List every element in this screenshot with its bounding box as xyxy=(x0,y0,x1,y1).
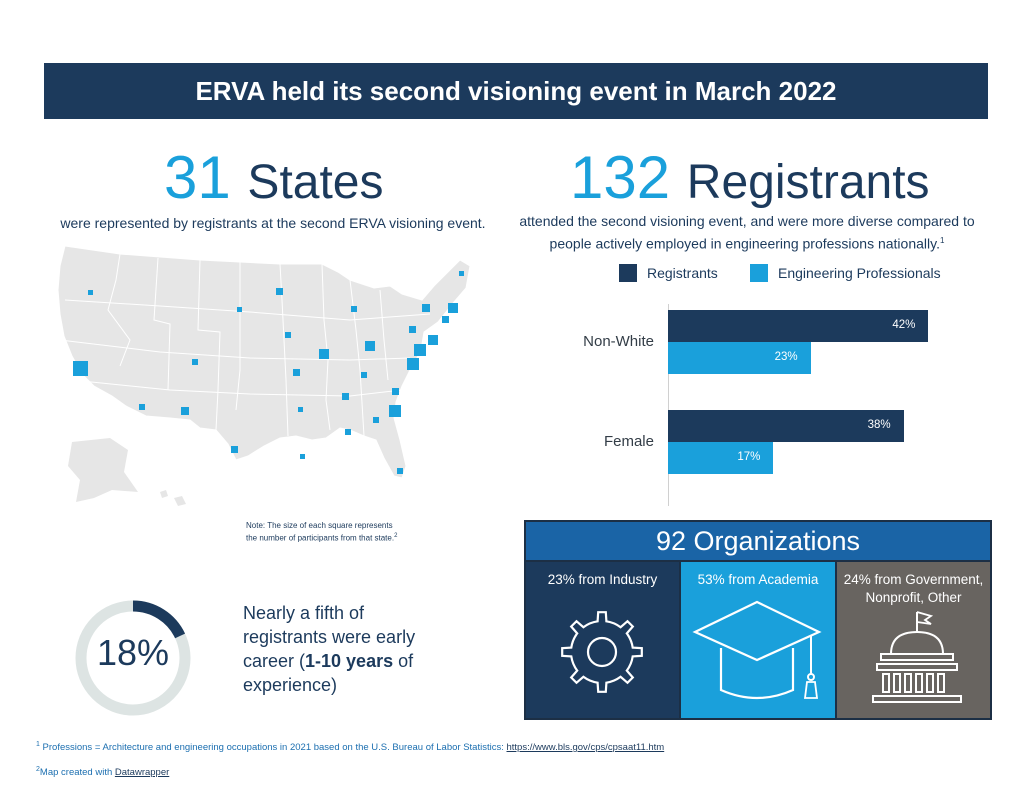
footnote-2: 2Map created with Datawrapper xyxy=(36,766,169,778)
state-marker xyxy=(407,358,419,370)
chart-axis-line xyxy=(668,304,669,506)
state-marker xyxy=(236,306,242,312)
state-marker xyxy=(373,417,379,423)
state-marker xyxy=(275,287,283,295)
capitol-building-icon xyxy=(872,611,962,703)
registrants-word: Registrants xyxy=(686,156,930,209)
legend-registrants: Registrants xyxy=(619,264,718,282)
gear-icon xyxy=(561,611,643,693)
state-marker xyxy=(230,445,238,453)
registrants-caption: attended the second visioning event, and… xyxy=(508,212,986,254)
bar-value-label: 38% xyxy=(867,419,891,431)
bar-registrants xyxy=(668,410,904,442)
org-industry: 23% from Industry xyxy=(526,562,681,718)
graduation-cap-icon xyxy=(692,600,822,700)
early-career-text: Nearly a fifth of registrants were early… xyxy=(243,601,433,697)
registrants-number: 132 xyxy=(570,144,671,211)
registrants-headline: 132 Registrants xyxy=(570,148,930,208)
bar-engineering-professionals xyxy=(668,342,811,374)
org-government-label-line1: 24% from Government, xyxy=(843,572,984,587)
organizations-panel: 92 Organizations 23% from Industry 53% f… xyxy=(524,520,992,720)
legend-engineering: Engineering Professionals xyxy=(750,264,941,282)
footnote-1-text: Professions = Architecture and engineeri… xyxy=(39,742,507,754)
state-marker xyxy=(458,270,464,276)
category-label: Female xyxy=(603,433,654,450)
early-career-percent: 18% xyxy=(96,632,170,673)
us-map-land xyxy=(57,245,471,506)
state-marker xyxy=(139,404,145,410)
bar-registrants xyxy=(668,310,929,342)
state-marker xyxy=(391,387,399,395)
legend-label-engineering: Engineering Professionals xyxy=(778,265,941,281)
bar-engineering-professionals xyxy=(668,442,774,474)
early-career-text-bold: 1-10 years xyxy=(305,651,394,671)
org-academia: 53% from Academia xyxy=(681,562,837,718)
footnote-1: 1 Professions = Architecture and enginee… xyxy=(36,741,664,753)
organizations-title: 92 Organizations xyxy=(526,522,990,562)
legend-label-registrants: Registrants xyxy=(647,265,718,281)
state-marker xyxy=(299,453,305,459)
us-map xyxy=(57,245,471,506)
state-marker xyxy=(297,406,303,412)
state-marker xyxy=(192,359,198,365)
ring-fill xyxy=(75,600,191,716)
bar-value-label: 17% xyxy=(737,451,761,463)
state-marker xyxy=(408,325,416,333)
state-marker xyxy=(72,360,88,376)
map-note: Note: The size of each square represents… xyxy=(246,520,397,544)
early-career-text-before: Nearly a fifth of registrants were early… xyxy=(243,603,416,671)
states-headline: 31 States xyxy=(164,148,384,208)
state-marker xyxy=(448,303,458,313)
state-marker xyxy=(413,343,423,353)
state-marker xyxy=(397,468,403,474)
state-marker xyxy=(361,372,367,378)
map-note-line2: the number of participants from that sta… xyxy=(246,533,395,543)
footnote-2-mark: 2 xyxy=(36,766,40,773)
state-marker xyxy=(428,335,438,345)
footnote-1-link[interactable]: https://www.bls.gov/cps/cpsaat11.htm xyxy=(506,742,665,754)
org-industry-label: 23% from Industry xyxy=(547,572,658,587)
registrants-footnote-mark: 1 xyxy=(939,236,945,245)
state-borders xyxy=(59,253,431,437)
state-marker xyxy=(345,429,351,435)
legend-swatch-registrants xyxy=(619,264,637,282)
state-marker xyxy=(389,405,401,417)
early-career-ring xyxy=(75,600,191,716)
map-lower48 xyxy=(57,245,471,479)
page-title: ERVA held its second visioning event in … xyxy=(195,75,837,106)
state-marker xyxy=(422,304,430,312)
early-career-text-after: of experience) xyxy=(243,651,414,695)
state-marker xyxy=(87,289,93,295)
org-government: 24% from Government, Nonprofit, Other xyxy=(837,562,990,718)
registrants-caption-line2: people actively employed in engineering … xyxy=(549,235,940,252)
state-marker xyxy=(351,306,357,312)
bar-value-label: 23% xyxy=(774,351,798,363)
category-label: Non-White xyxy=(583,333,654,350)
states-number: 31 xyxy=(164,144,231,211)
org-government-label-line2: Nonprofit, Other xyxy=(865,590,962,605)
map-note-line1: Note: The size of each square represents xyxy=(246,521,393,530)
bar-value-label: 42% xyxy=(892,319,916,331)
org-academia-label: 53% from Academia xyxy=(697,572,819,587)
state-marker xyxy=(292,368,300,376)
map-hawaii xyxy=(160,490,186,506)
state-marker xyxy=(181,407,189,415)
footnote-1-mark: 1 xyxy=(36,741,40,748)
states-caption: were represented by registrants at the s… xyxy=(60,215,486,231)
state-marker xyxy=(365,341,375,351)
legend-swatch-engineering xyxy=(750,264,768,282)
state-marker xyxy=(285,332,291,338)
registrants-caption-line1: attended the second visioning event, and… xyxy=(519,213,975,229)
page-title-banner: ERVA held its second visioning event in … xyxy=(44,63,988,119)
map-alaska xyxy=(68,438,138,502)
state-marker xyxy=(441,315,449,323)
state-marker xyxy=(341,392,349,400)
footnote-2-link[interactable]: Datawrapper xyxy=(114,767,170,779)
states-word: States xyxy=(247,156,384,209)
map-note-mark: 2 xyxy=(394,533,398,539)
state-marker xyxy=(319,349,329,359)
footnote-2-text: Map created with xyxy=(39,767,115,779)
